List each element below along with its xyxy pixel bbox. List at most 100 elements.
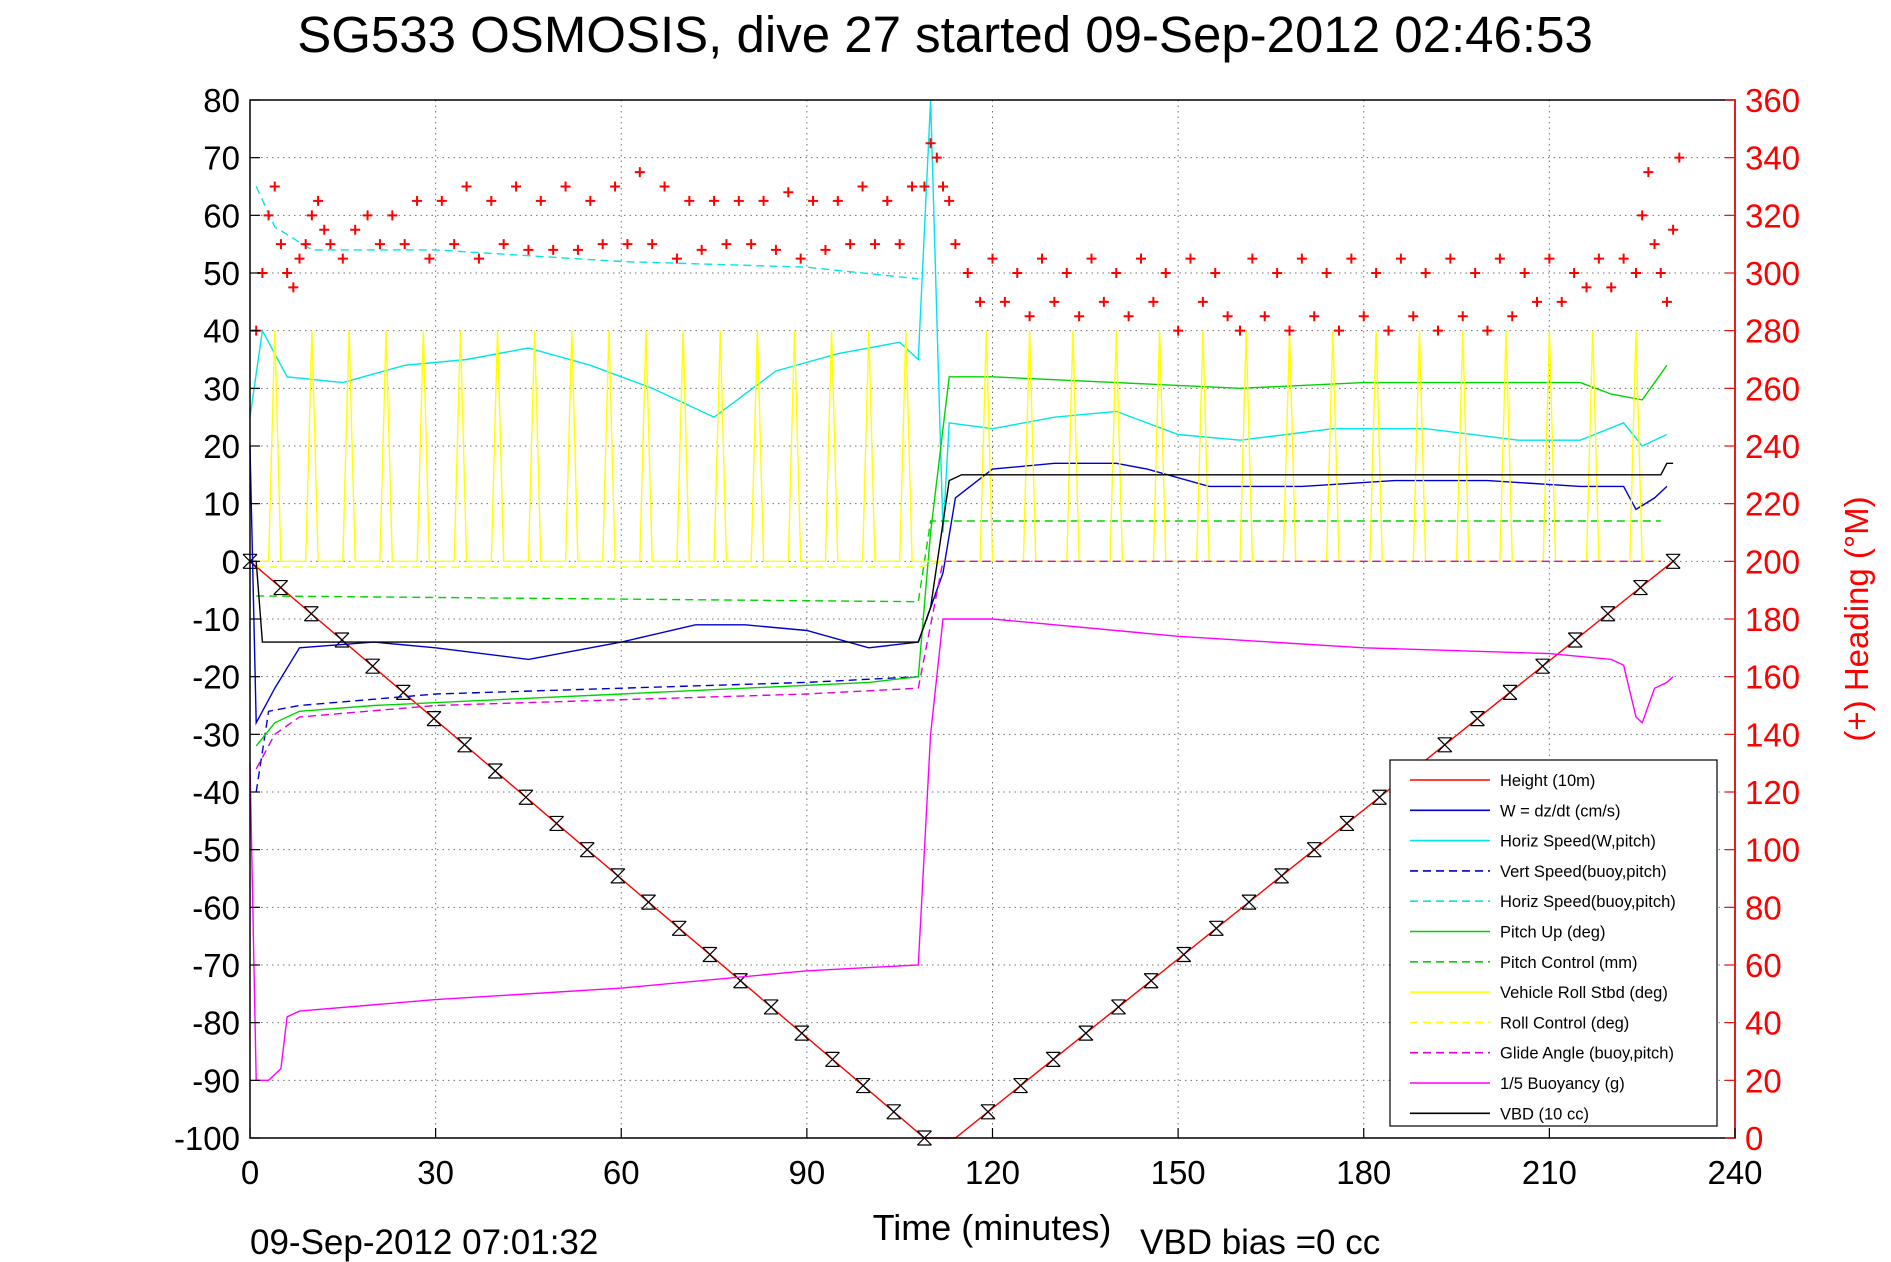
heading-point (1470, 268, 1481, 278)
heading-point (1593, 253, 1604, 264)
series-pitch_up (255, 364, 1668, 747)
left-axis-ticks: 80 70 60 50 40 30 20 10 0 -10 -20 -30 -40 -50 -60 -70 -8… (174, 82, 260, 1157)
heading-point (1655, 268, 1666, 278)
heading-point (1321, 268, 1332, 278)
heading-point (263, 210, 274, 221)
heading-point (1618, 253, 1629, 264)
heading-point (1649, 239, 1660, 250)
heading-point (275, 239, 286, 250)
heading-point (1160, 268, 1171, 278)
right-axis-label: (+) Heading (°M) (1838, 496, 1875, 741)
left-tick-label: 0 (222, 543, 240, 580)
heading-point (1061, 268, 1072, 278)
heading-point (362, 210, 373, 221)
right-tick-label: 60 (1745, 947, 1782, 984)
depth-marker (303, 606, 319, 622)
depth-marker (549, 815, 564, 832)
depth-marker (825, 1051, 840, 1067)
depth-marker (1176, 946, 1192, 963)
x-tick-label: 210 (1522, 1154, 1577, 1191)
right-tick-label: 240 (1745, 428, 1800, 465)
heading-point (1284, 325, 1295, 336)
depth-marker (1274, 868, 1290, 884)
heading-point (1457, 311, 1468, 322)
heading-point (733, 195, 744, 206)
heading-point (1519, 268, 1530, 278)
heading-point (622, 239, 633, 250)
series-glide (255, 560, 1661, 770)
heading-point (647, 239, 658, 250)
right-tick-label: 300 (1745, 255, 1800, 292)
heading-point (746, 239, 757, 250)
right-tick-label: 340 (1745, 140, 1800, 177)
depth-marker (395, 684, 411, 700)
heading-point (1668, 224, 1679, 235)
depth-marker (1469, 711, 1485, 727)
legend-label-horiz_buoy: Horiz Speed(buoy,pitch) (1500, 893, 1676, 911)
depth-marker (763, 999, 779, 1015)
depth-marker (365, 658, 381, 674)
heading-point (845, 239, 856, 250)
x-tick-label: 0 (241, 1154, 259, 1191)
heading-point (894, 239, 905, 250)
heading-point (721, 239, 732, 250)
chart-title: SG533 OSMOSIS, dive 27 started 09-Sep-20… (297, 6, 1593, 63)
depth-marker (794, 1025, 810, 1041)
left-tick-label: -90 (192, 1062, 240, 1099)
heading-point (523, 244, 534, 255)
heading-point (486, 195, 497, 206)
heading-point (374, 239, 385, 250)
x-tick-label: 30 (417, 1154, 454, 1191)
heading-point (709, 195, 720, 206)
heading-point (1544, 253, 1555, 264)
legend-box (1389, 759, 1718, 1127)
depth-marker (1143, 973, 1159, 989)
heading-point (944, 195, 955, 206)
heading-point (572, 244, 583, 255)
heading-point (399, 239, 410, 250)
series-roll_ctrl (256, 560, 1661, 568)
series-vbd (250, 462, 1674, 643)
series-roll (250, 330, 1661, 562)
heading-point (350, 224, 361, 235)
heading-point (1383, 325, 1394, 336)
heading-point (783, 187, 794, 198)
heading-point (1272, 268, 1283, 278)
depth-marker (641, 894, 656, 910)
heading-point (1148, 296, 1159, 307)
heading-point (597, 239, 608, 250)
heading-point (548, 244, 559, 255)
left-tick-label: -20 (192, 659, 240, 696)
left-tick-label: -10 (192, 601, 240, 638)
heading-point (1210, 268, 1221, 278)
depth-marker (1437, 737, 1453, 753)
depth-marker (457, 737, 473, 753)
legend-label-vert_buoy: Vert Speed(buoy,pitch) (1500, 863, 1667, 881)
left-tick-label: 40 (203, 313, 240, 350)
left-tick-label: 30 (203, 370, 240, 407)
heading-point (1259, 311, 1270, 322)
left-tick-label: -80 (192, 1005, 240, 1042)
plot-series (242, 99, 1685, 1146)
heading-point (1395, 253, 1406, 264)
x-axis-ticks: 0 30 60 90 120 150 180 210 240 (241, 1128, 1763, 1191)
heading-point (1631, 268, 1641, 278)
heading-point (999, 296, 1010, 307)
legend-label-roll: Vehicle Roll Stbd (deg) (1500, 984, 1668, 1002)
heading-point (1569, 268, 1580, 278)
left-tick-label: 80 (203, 82, 240, 119)
heading-point (436, 195, 447, 206)
depth-marker (1339, 815, 1355, 832)
heading-point (461, 181, 472, 192)
timestamp-footer: 09-Sep-2012 07:01:32 (250, 1223, 598, 1262)
heading-point (288, 282, 299, 293)
heading-point (1123, 311, 1134, 322)
depth-marker (671, 920, 687, 936)
heading-point (535, 195, 546, 206)
depth-marker (702, 946, 718, 963)
heading-point (1674, 152, 1685, 163)
heading-point (294, 253, 305, 264)
heading-point (659, 181, 670, 192)
heading-point (306, 210, 317, 221)
depth-marker (518, 789, 534, 805)
